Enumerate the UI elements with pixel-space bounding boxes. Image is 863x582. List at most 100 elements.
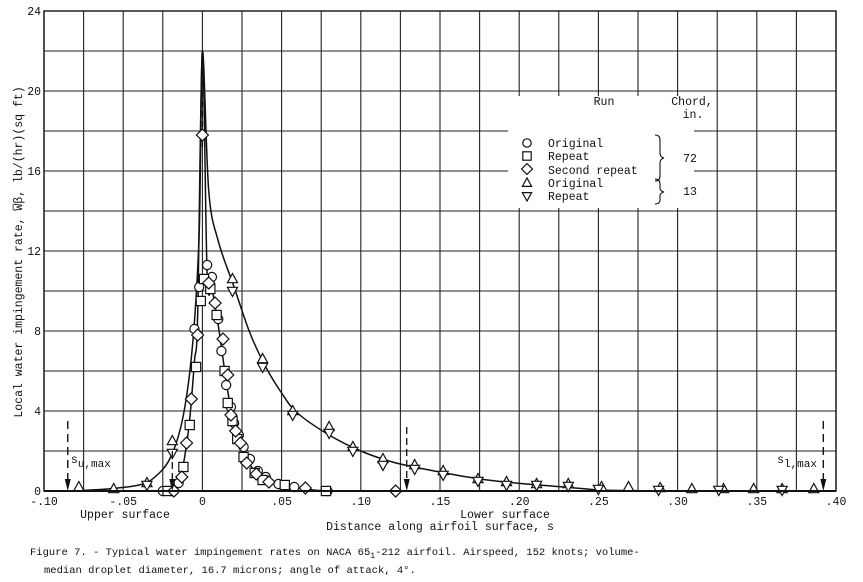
triangle-down-marker — [226, 286, 239, 298]
triangle-down-marker — [471, 476, 485, 488]
diamond-marker — [239, 456, 254, 470]
circle-marker — [201, 259, 213, 271]
legend-chord-72: 72 — [683, 153, 697, 166]
smax-annotation: sl,max — [777, 454, 817, 471]
diamond-marker — [174, 470, 189, 484]
diamond-marker — [216, 332, 230, 346]
lower-surface-label: Lower surface — [460, 509, 550, 522]
x-axis-label: Distance along airfoil surface, s — [326, 521, 554, 534]
triangle-down-marker — [530, 480, 543, 492]
legend-label-original-13: Original — [548, 178, 603, 191]
caption-subscript: 1 — [370, 552, 376, 562]
axes: -.10 -.05 0 .05 .10 .15 .20 .25 .30 .35 .40 0 4 8 12 16… — [27, 6, 846, 509]
legend-chord-13: 13 — [683, 186, 697, 199]
diamond-marker — [195, 128, 210, 142]
diamond-marker — [208, 296, 222, 310]
legend-header-run: Run — [594, 96, 615, 109]
y-tick-label: 4 — [34, 406, 41, 419]
caption-line-1-rest: -212 airfoil. Airspeed, 152 knots; volum… — [375, 547, 640, 559]
x-tick-label: 0 — [199, 496, 206, 509]
caption-line-1-text: Figure 7. - Typical water impingement ra… — [30, 547, 371, 559]
triangle-down-marker — [376, 460, 390, 472]
circle-marker — [220, 379, 232, 391]
diamond-marker — [220, 368, 235, 382]
legend-label-original-72: Original — [548, 138, 603, 151]
triangle-up-marker — [622, 480, 635, 492]
triangle-down-marker — [521, 192, 533, 203]
x-tick-label: -.05 — [109, 496, 137, 509]
diamond-marker — [201, 276, 216, 290]
triangle-down-marker — [562, 481, 575, 493]
x-tick-label: -.10 — [30, 496, 58, 509]
circle-marker — [216, 345, 227, 357]
diamond-marker — [262, 475, 276, 489]
x-tick-label: .05 — [271, 496, 292, 509]
legend-header-chord-unit: in. — [683, 109, 704, 122]
x-tick-label: .25 — [588, 496, 609, 509]
x-tick-label: .15 — [430, 496, 451, 509]
upper-surface-label: Upper surface — [80, 509, 170, 522]
legend-brace-72 — [654, 134, 665, 182]
triangle-up-marker — [226, 272, 239, 284]
annotations: su,max sl,max — [64, 421, 827, 491]
diamond-marker — [179, 436, 194, 450]
triangle-down-marker — [437, 470, 450, 482]
x-tick-label: .30 — [667, 496, 688, 509]
square-marker — [222, 397, 233, 409]
x-tick-label: .20 — [509, 496, 530, 509]
y-tick-label: 24 — [27, 6, 41, 19]
triangle-down-marker — [323, 428, 336, 440]
triangle-down-marker — [592, 484, 605, 496]
data-markers — [72, 128, 820, 498]
diamond-marker — [520, 162, 534, 176]
y-tick-label: 0 — [34, 486, 41, 499]
square-marker — [211, 309, 222, 321]
legend-label-second-repeat-72: Second repeat — [548, 165, 638, 178]
triangle-up-marker — [256, 352, 269, 364]
square-marker — [195, 295, 207, 307]
triangle-up-marker — [72, 480, 85, 492]
triangle-up-marker — [166, 434, 179, 446]
grid — [43, 10, 837, 492]
x-tick-label: .40 — [826, 496, 847, 509]
triangle-down-marker — [346, 446, 359, 458]
diamond-marker — [184, 392, 199, 406]
triangle-down-marker — [140, 480, 154, 492]
smax-annotation: su,max — [71, 454, 111, 471]
diamond-marker — [190, 328, 205, 342]
legend-brace-13 — [654, 178, 665, 205]
diamond-marker — [249, 467, 264, 481]
diamond-marker — [224, 408, 238, 422]
fair-curve — [67, 50, 837, 492]
square-marker — [178, 461, 189, 473]
y-tick-label: 16 — [27, 166, 41, 179]
triangle-down-marker — [500, 480, 513, 492]
legend-label-repeat-72: Repeat — [548, 151, 589, 164]
y-axis-label: Local water impingement rate, W̅β, lb/(h… — [13, 86, 26, 417]
diamond-marker — [228, 424, 243, 438]
triangle-up-marker — [521, 176, 533, 187]
x-tick-label: .10 — [350, 496, 371, 509]
fair-curves — [67, 50, 837, 492]
caption-line-1: Figure 7. - Typical water impingement ra… — [30, 546, 850, 564]
square-marker — [279, 479, 290, 491]
triangle-down-marker — [256, 362, 269, 374]
square-marker — [184, 419, 195, 431]
legend: Run Chord, in. Original Repeat Second re… — [508, 96, 713, 208]
x-tick-label: .35 — [746, 496, 767, 509]
diamond-marker — [298, 481, 313, 495]
legend-header-chord: Chord, — [671, 96, 712, 109]
circle-marker — [522, 138, 532, 148]
legend-label-repeat-13: Repeat — [548, 191, 589, 204]
caption-line-2: median droplet diameter, 16.7 microns; a… — [44, 565, 416, 578]
square-marker — [522, 151, 532, 161]
y-tick-label: 8 — [34, 326, 41, 339]
triangle-down-marker — [286, 410, 299, 422]
diamond-marker — [233, 436, 248, 450]
y-tick-label: 12 — [27, 246, 41, 259]
triangle-down-marker — [408, 464, 421, 476]
impingement-chart: -.10 -.05 0 .05 .10 .15 .20 .25 .30 .35 .40 0 4 8 12 16… — [13, 6, 846, 534]
y-tick-label: 20 — [27, 86, 41, 99]
legend-markers — [520, 138, 534, 203]
square-marker — [190, 361, 202, 373]
